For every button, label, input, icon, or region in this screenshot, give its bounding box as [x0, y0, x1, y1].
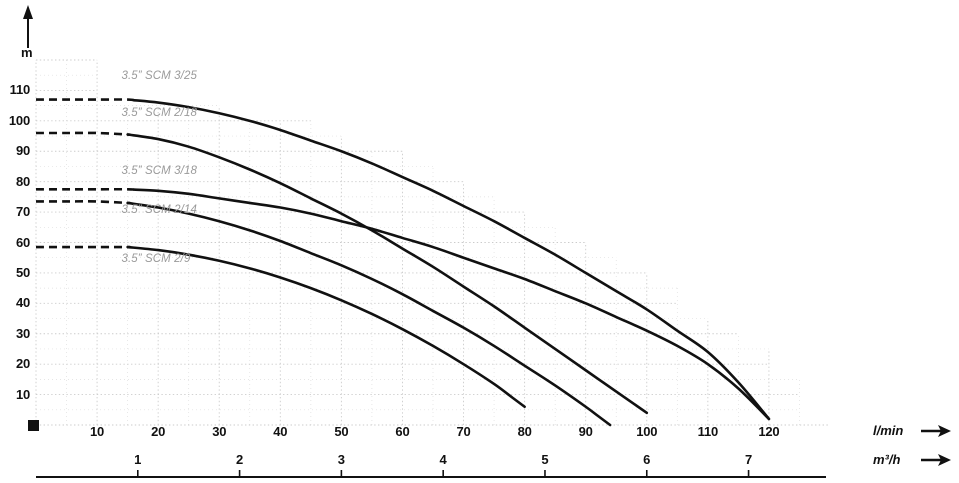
up-arrow-icon [23, 5, 33, 48]
x-axis-secondary-tick-label: 2 [235, 452, 244, 467]
y-axis-tick-label: 30 [15, 325, 30, 341]
x-axis-secondary-tick-label: 3 [337, 452, 345, 467]
x-axis-secondary-tick-label: 7 [744, 452, 753, 467]
curve-line [126, 245, 526, 409]
curve-series-label: 3.5” SCM 2/18 [121, 106, 197, 119]
y-axis-tick-label: 50 [15, 264, 30, 280]
curve-line [126, 201, 612, 427]
x-axis-secondary-tick-label: 6 [643, 452, 651, 467]
x-axis-primary-tick-label: 20 [151, 424, 166, 439]
curve-series-label: 3.5” SCM 2/9 [121, 252, 191, 265]
y-axis-tick-label: 80 [15, 173, 30, 189]
x-axis-primary-tick-label: 120 [758, 424, 780, 439]
y-axis-unit-label: m [21, 45, 33, 60]
y-axis-tick-label: 70 [15, 204, 30, 220]
y-axis-tick-label: 90 [15, 143, 30, 159]
y-axis-tick-label: 110 [9, 82, 31, 98]
x-axis-primary-tick-label: 10 [90, 424, 105, 439]
x-axis-secondary-tick-label: 5 [541, 452, 549, 467]
lmin-arrow-icon [921, 425, 951, 437]
x-axis-primary-tick-label: 100 [636, 424, 658, 439]
curve-series-label: 3.5” SCM 2/14 [121, 204, 197, 217]
curve-line [126, 133, 649, 415]
curve-line [132, 98, 771, 421]
x-axis-primary-unit-label: l/min [873, 423, 904, 438]
x-axis-secondary-unit-label: m³/h [873, 452, 901, 467]
m3h-arrow-icon [921, 454, 951, 466]
y-axis-tick-label: 100 [8, 112, 30, 128]
curve-series-label: 3.5” SCM 3/25 [121, 70, 197, 83]
x-axis-primary-tick-label: 60 [395, 424, 410, 439]
x-axis-secondary-tick-label: 1 [134, 452, 142, 467]
x-axis-primary-tick-label: 90 [578, 424, 593, 439]
x-axis-primary-tick-label: 40 [273, 424, 288, 439]
x-axis-primary-tick-label: 80 [517, 424, 532, 439]
curve-series-label: 3.5” SCM 3/18 [121, 164, 197, 177]
y-axis-tick-label: 40 [15, 295, 30, 311]
x-axis-primary-tick-label: 50 [334, 424, 349, 439]
y-axis-tick-label: 60 [15, 234, 30, 250]
origin-marker [28, 420, 39, 431]
curve-dashed-segment [35, 98, 134, 102]
x-axis-primary-tick-label: 110 [697, 424, 719, 439]
y-axis-tick-label: 20 [15, 356, 30, 372]
curve-line [132, 188, 771, 421]
x-axis-primary-tick-label: 70 [456, 424, 471, 439]
x-axis-secondary-tick-label: 4 [439, 452, 447, 467]
x-axis-primary-tick-label: 30 [212, 424, 227, 439]
y-axis-tick-label: 10 [15, 386, 30, 402]
